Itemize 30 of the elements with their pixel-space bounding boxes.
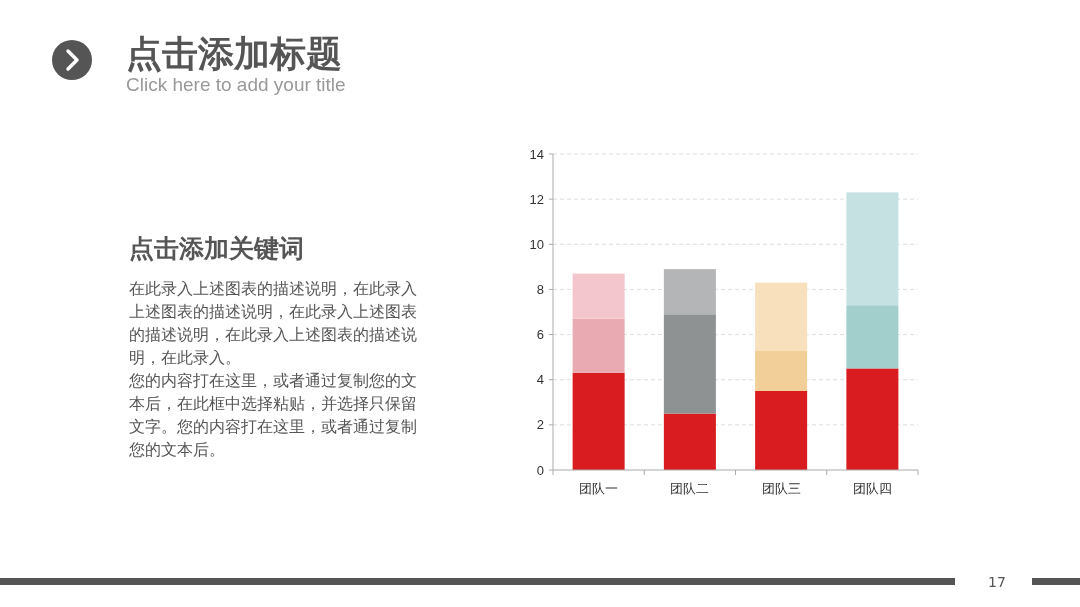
bar: [755, 282, 808, 351]
y-tick-label: 6: [536, 327, 544, 343]
y-tick-label: 2: [536, 417, 544, 433]
bar: [846, 305, 899, 369]
bar: [755, 391, 808, 470]
bar: [572, 273, 625, 319]
y-tick-label: 8: [536, 281, 544, 297]
text: 17: [988, 574, 1006, 590]
bar: [572, 318, 625, 373]
bar: [663, 314, 716, 414]
text: 您的内容打在这里，或者通过复制您的文本后，在此框中选择粘贴，并选择只保留文字。您的内容打在这里，或者通过复制您的文本后。: [129, 371, 418, 461]
x-tick-label: 团队三: [761, 481, 801, 496]
y-tick-label: 10: [529, 236, 544, 252]
y-tick-label: 12: [529, 191, 544, 207]
x-tick-label: 团队四: [852, 481, 892, 496]
text: 点击添加标题: [126, 32, 342, 76]
x-tick-label: 团队二: [670, 481, 710, 496]
bar: [663, 269, 716, 315]
text: Click here to add your title: [126, 74, 346, 96]
bar: [572, 372, 625, 470]
text: 在此录入上述图表的描述说明，在此录入上述图表的描述说明，在此录入上述图表的描述说明，在此录入上述图表的描述说明，在此录入。: [129, 279, 418, 369]
text: 点击添加关键词: [129, 233, 304, 265]
x-tick-label: 团队一: [579, 481, 619, 496]
bar: [846, 192, 899, 306]
y-tick-label: 0: [536, 462, 544, 478]
bar: [663, 413, 716, 470]
y-tick-label: 4: [536, 372, 544, 388]
bar: [755, 350, 808, 391]
bar: [846, 368, 899, 470]
y-tick-label: 14: [529, 146, 544, 162]
